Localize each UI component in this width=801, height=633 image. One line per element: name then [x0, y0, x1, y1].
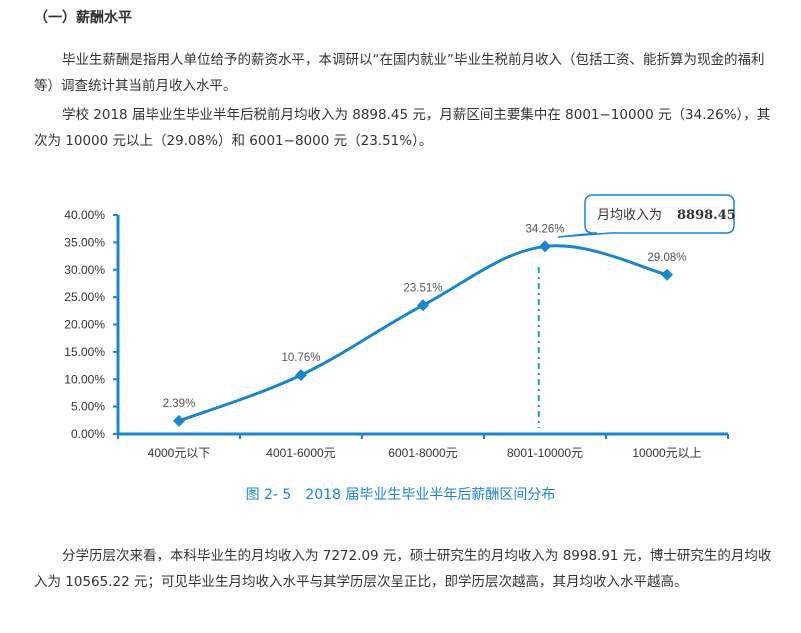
data-point-marker: [173, 414, 185, 427]
mean-callout-label: 月均收入为: [597, 208, 662, 223]
mean-callout-value: 8898.45: [677, 208, 736, 223]
series-line: [178, 244, 668, 423]
x-tick-label: 6001-8000元: [388, 446, 457, 460]
value-label: 29.08%: [647, 252, 686, 264]
salary-summary-paragraph: 学校 2018 届毕业生毕业半年后税前月均收入为 8898.45 元，月薪区间主…: [34, 107, 771, 149]
y-tick-label: 35.00%: [64, 235, 105, 249]
data-point-marker: [417, 299, 429, 312]
data-point-marker: [295, 369, 307, 382]
x-tick-label: 8001-10000元: [507, 446, 583, 460]
y-tick-label: 25.00%: [64, 290, 105, 304]
data-point-marker: [661, 268, 673, 281]
intro-paragraph: 毕业生薪酬是指用人单位给予的薪资水平，本调研以“在国内就业”毕业生税前月收入（包…: [34, 52, 765, 94]
y-tick-label: 30.00%: [64, 263, 105, 277]
y-tick-label: 20.00%: [64, 318, 105, 332]
x-tick-label: 4001-6000元: [266, 446, 335, 460]
value-label: 10.76%: [281, 352, 320, 364]
y-tick-label: 5.00%: [71, 400, 105, 414]
section-title: （一）薪酬水平: [34, 10, 132, 26]
x-tick-labels: 4000元以下 4001-6000元 6001-8000元 8001-10000元 10…: [148, 446, 702, 460]
figure-caption: 图 2- 5 2018 届毕业生毕业半年后薪酬区间分布: [245, 487, 556, 503]
mean-callout: 月均收入为 8898.45: [557, 194, 736, 238]
y-tick-label: 15.00%: [64, 345, 105, 359]
chart-axes: [113, 214, 729, 439]
value-label: 34.26%: [525, 223, 564, 235]
x-tick-label: 4000元以下: [148, 446, 211, 460]
y-tick-label: 10.00%: [64, 372, 105, 386]
x-tick-label: 10000元以上: [632, 446, 701, 460]
y-tick-labels: 0.00% 5.00% 10.00% 15.00% 20.00% 25.00% 30.00%…: [64, 208, 105, 441]
y-tick-label: 0.00%: [71, 427, 105, 441]
data-points: [173, 240, 673, 427]
degree-level-paragraph: 分学历层次来看，本科毕业生的月均收入为 7272.09 元，硕士研究生的月均收入…: [34, 548, 772, 590]
salary-distribution-chart: 0.00% 5.00% 10.00% 15.00% 20.00% 25.00% 30.00%…: [64, 194, 736, 460]
value-label: 23.51%: [403, 282, 442, 294]
value-labels: 2.39% 10.76% 23.51% 34.26% 29.08%: [163, 223, 687, 409]
y-tick-label: 40.00%: [64, 208, 105, 222]
value-label: 2.39%: [163, 398, 196, 410]
mean-callout-box: [557, 194, 735, 238]
data-point-marker: [539, 240, 551, 253]
